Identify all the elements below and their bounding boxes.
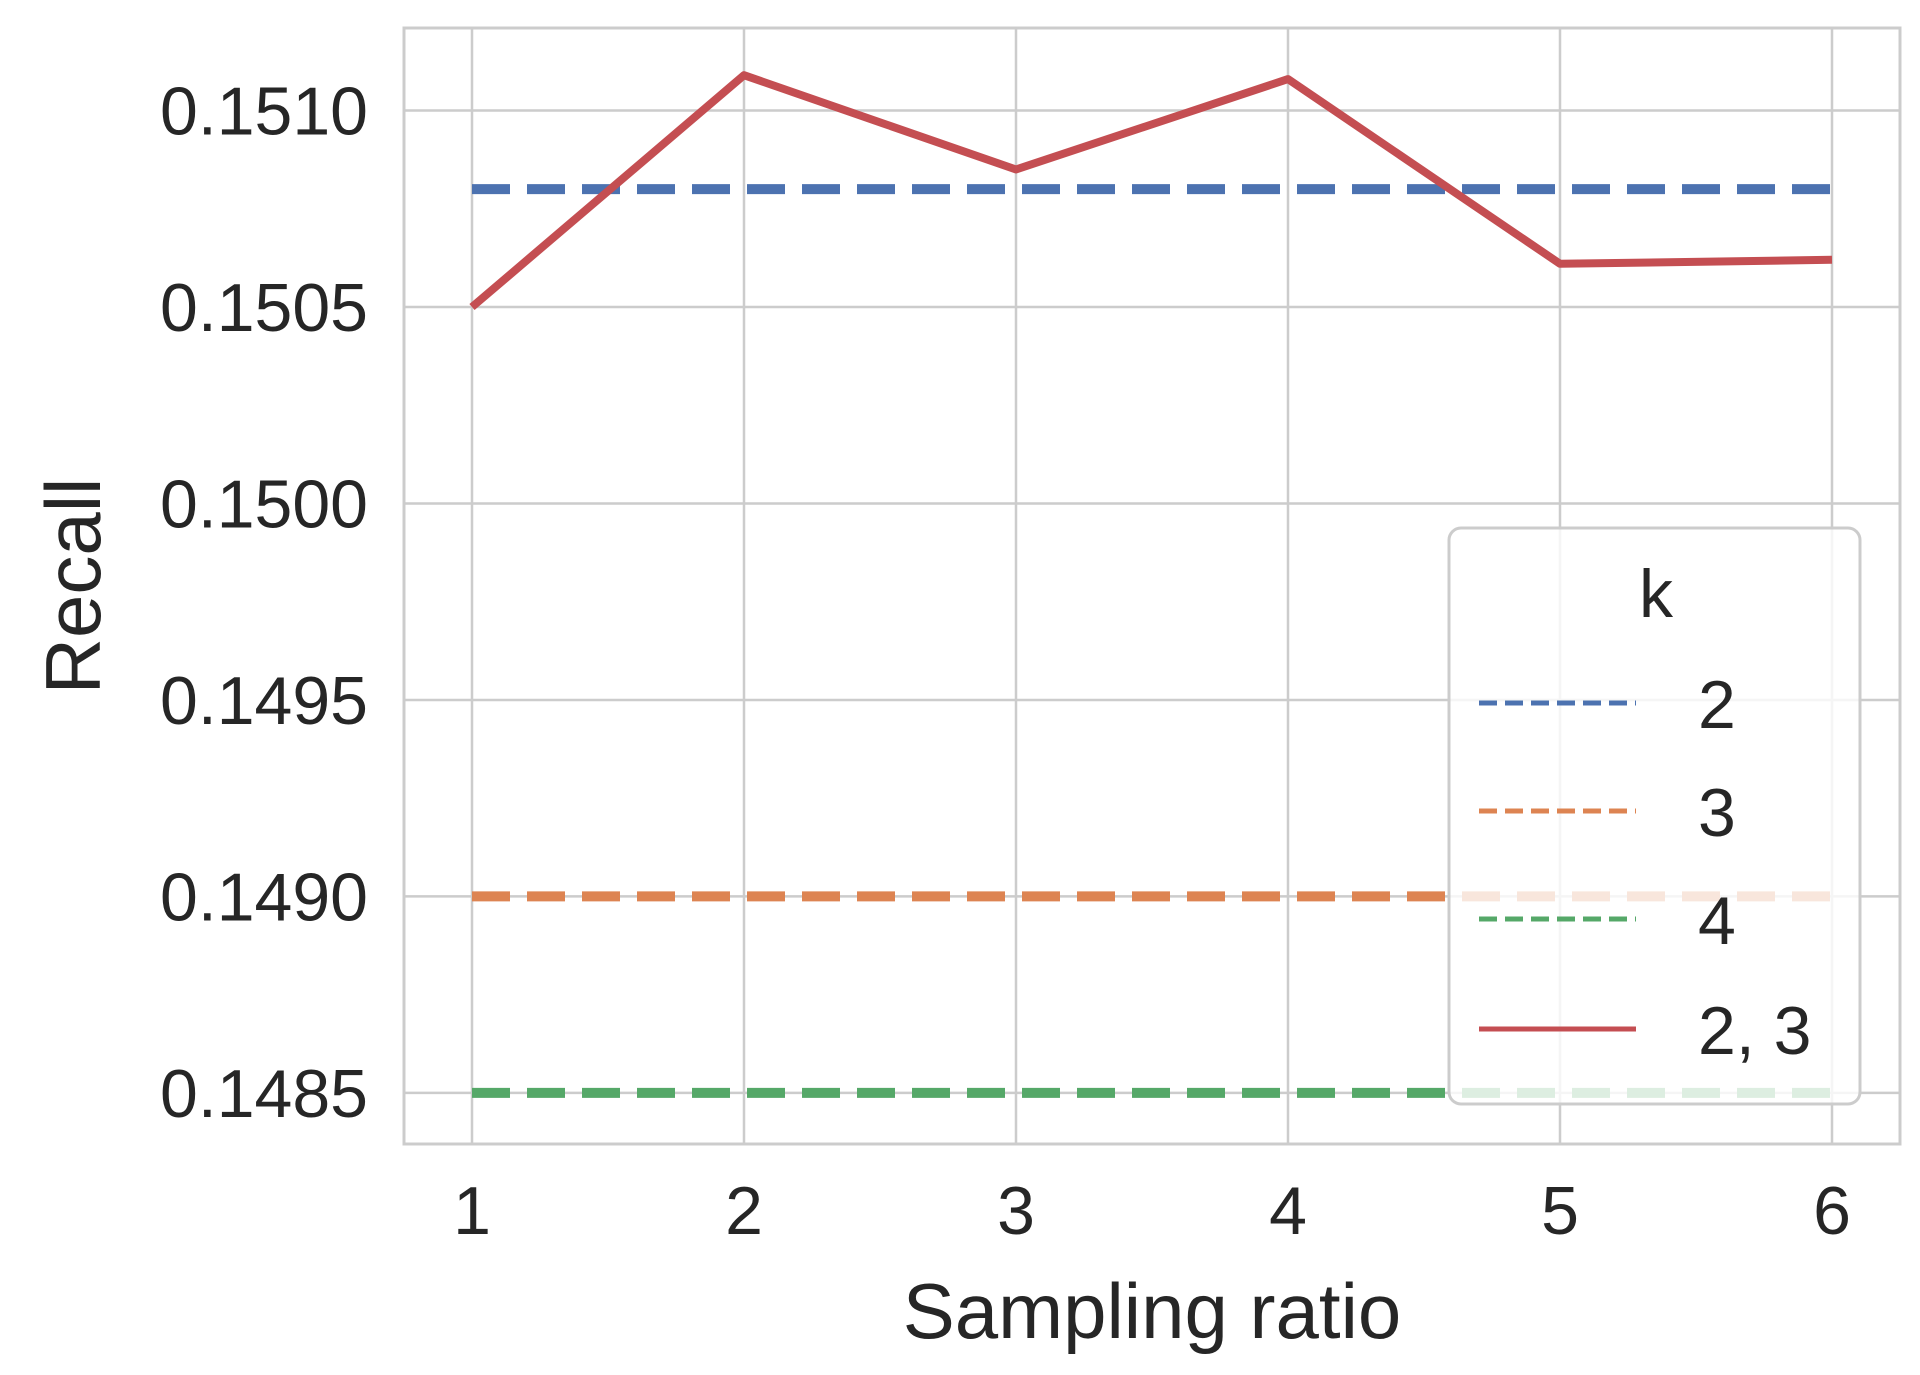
- y-axis-label: Recall: [29, 478, 117, 695]
- y-tick-label: 0.1505: [160, 270, 368, 346]
- x-tick-label: 5: [1541, 1173, 1579, 1249]
- y-tick-label: 0.1500: [160, 466, 368, 542]
- x-tick-labels: 1 2 3 4 5 6: [453, 1173, 1851, 1249]
- y-tick-label: 0.1490: [160, 859, 368, 935]
- x-tick-label: 6: [1813, 1173, 1851, 1249]
- x-tick-label: 3: [997, 1173, 1035, 1249]
- plot-frame: [402, 26, 1902, 1146]
- legend-label: 3: [1698, 775, 1736, 851]
- y-tick-labels: 0.1485 0.1490 0.1495 0.1500 0.1505 0.1510: [160, 74, 368, 1132]
- legend-items: 2 3 4 2, 3: [1479, 667, 1811, 1069]
- y-tick-label: 0.1510: [160, 74, 368, 150]
- legend-label: 4: [1698, 883, 1736, 959]
- y-tick-label: 0.1485: [160, 1056, 368, 1132]
- legend: k 2 3 4 2, 3: [1447, 526, 1862, 1106]
- x-axis-label: Sampling ratio: [903, 1267, 1402, 1355]
- series-line-2-3: [469, 71, 1833, 311]
- x-tick-label: 4: [1269, 1173, 1307, 1249]
- legend-box: [1447, 526, 1862, 1106]
- x-tick-label: 1: [453, 1173, 491, 1249]
- x-tick-label: 2: [725, 1173, 763, 1249]
- legend-title: k: [1639, 556, 1674, 632]
- legend-label: 2: [1698, 667, 1736, 743]
- legend-label: 2, 3: [1698, 993, 1811, 1069]
- y-tick-label: 0.1495: [160, 663, 368, 739]
